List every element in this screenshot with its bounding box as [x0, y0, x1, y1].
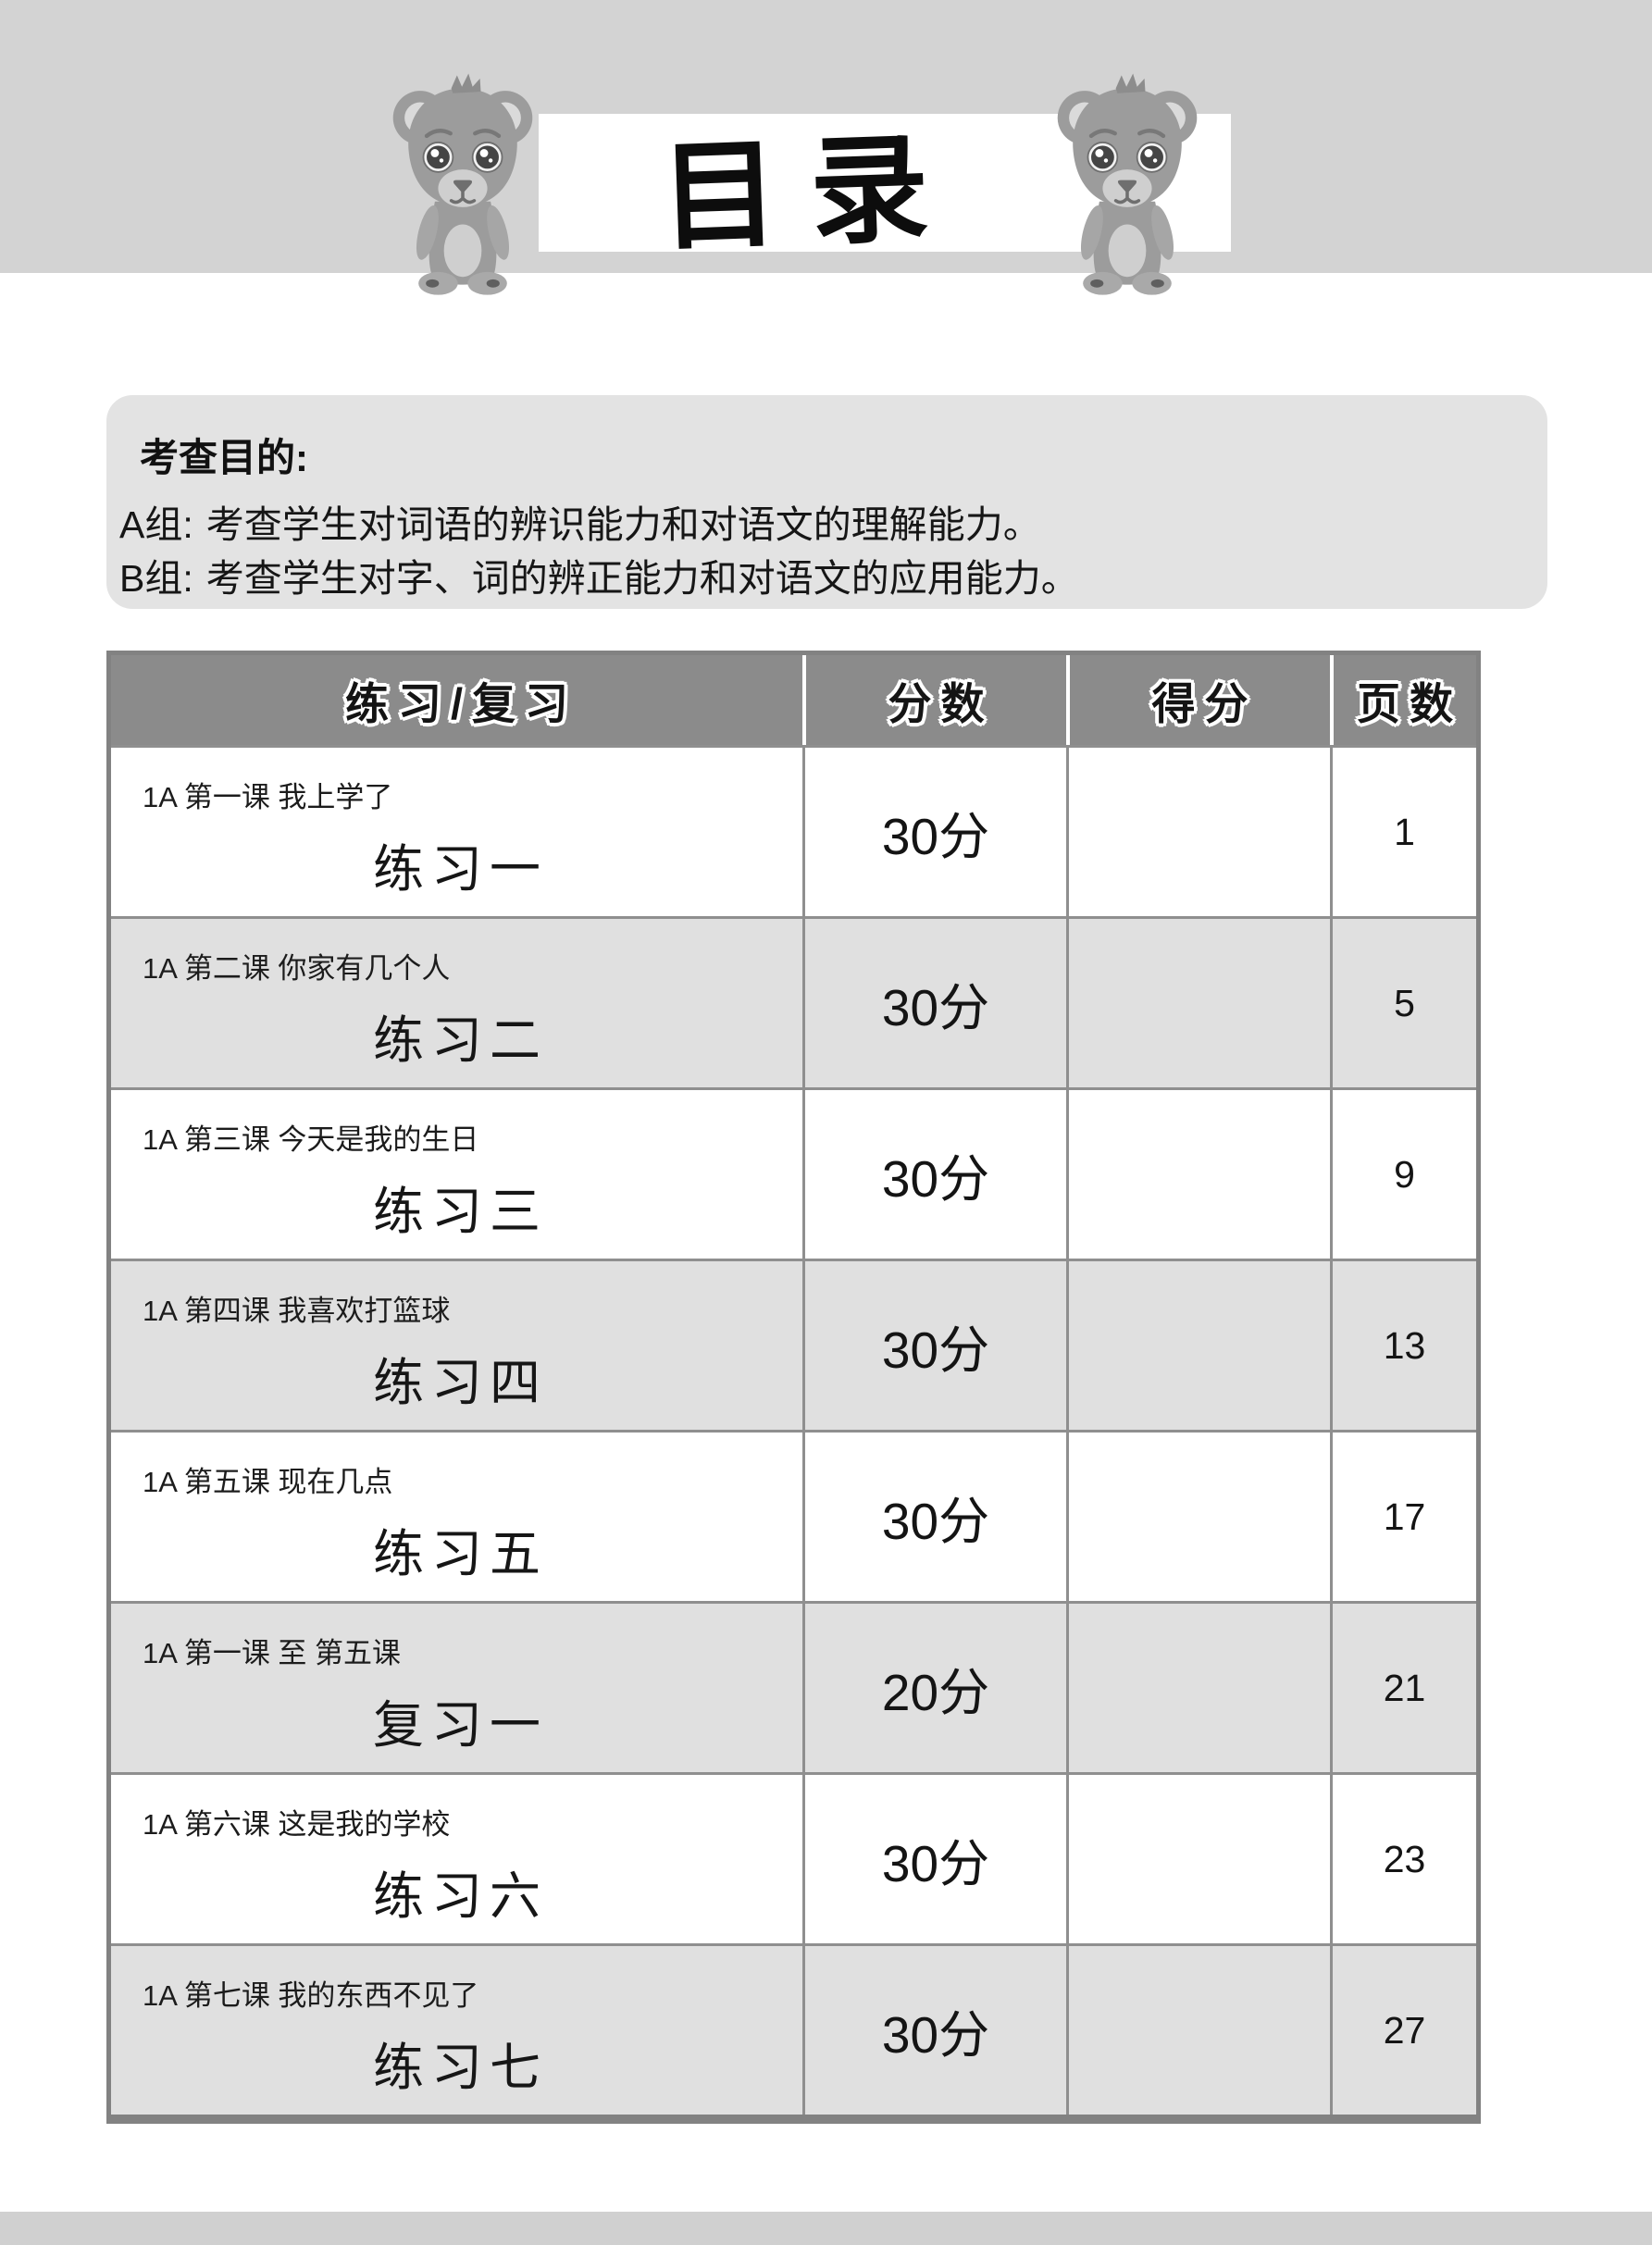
exercise-name: 练习六 [372, 1867, 548, 1925]
page-number-cell: 21 [1330, 1604, 1476, 1772]
lesson-label: 1A 第四课 我喜欢打篮球 [143, 1295, 451, 1327]
lesson-label: 1A 第一课 我上学了 [143, 781, 393, 813]
exercise-cell: 1A 第三课 今天是我的生日 练习三 [111, 1090, 802, 1259]
table-body: 1A 第一课 我上学了 练习一 30分 1 1A 第二课 你家有几个人 练习二 … [111, 745, 1476, 2115]
table-row: 1A 第六课 这是我的学校 练习六 30分 23 [111, 1772, 1476, 1943]
earned-score-cell [1066, 748, 1330, 916]
column-header-score: 分数 [802, 655, 1066, 745]
earned-score-cell [1066, 1775, 1330, 1943]
exercise-cell: 1A 第六课 这是我的学校 练习六 [111, 1775, 802, 1943]
toc-table: 练习/复习 分数 得分 页数 1A 第一课 我上学了 练习一 30分 1 1A … [106, 651, 1481, 2124]
page-number-cell: 27 [1330, 1946, 1476, 2115]
score-cell: 30分 [802, 1946, 1066, 2115]
column-header-exercise: 练习/复习 [344, 679, 578, 728]
lesson-label: 1A 第一课 至 第五课 [143, 1637, 402, 1669]
page-number-cell: 1 [1330, 748, 1476, 916]
earned-score-cell [1066, 1946, 1330, 2115]
lesson-label: 1A 第六课 这是我的学校 [143, 1808, 451, 1841]
table-row: 1A 第五课 现在几点 练习五 30分 17 [111, 1430, 1476, 1601]
page-number-cell: 13 [1330, 1261, 1476, 1430]
page-title: 目录 [657, 118, 963, 267]
column-header-earned: 得分 [1066, 655, 1330, 745]
table-row: 1A 第四课 我喜欢打篮球 练习四 30分 13 [111, 1259, 1476, 1430]
table-row: 1A 第一课 至 第五课 复习一 20分 21 [111, 1601, 1476, 1772]
exercise-name: 练习一 [372, 840, 548, 898]
exercise-name: 复习一 [372, 1696, 548, 1754]
earned-score-cell [1066, 1090, 1330, 1259]
exercise-cell: 1A 第二课 你家有几个人 练习二 [111, 919, 802, 1087]
page-number-cell: 9 [1330, 1090, 1476, 1259]
teddy-bear-illustration-left [392, 73, 533, 295]
score-cell: 30分 [802, 748, 1066, 916]
exercise-cell: 1A 第四课 我喜欢打篮球 练习四 [111, 1261, 802, 1430]
exercise-cell: 1A 第五课 现在几点 练习五 [111, 1433, 802, 1601]
exercise-name: 练习五 [372, 1525, 548, 1582]
purpose-line-a: A组: 考查学生对词语的辨识能力和对语文的理解能力。 [119, 493, 1041, 549]
exercise-name: 练习七 [372, 2039, 548, 2096]
page-number-cell: 17 [1330, 1433, 1476, 1601]
earned-score-cell [1066, 1433, 1330, 1601]
score-cell: 30分 [802, 1090, 1066, 1259]
lesson-label: 1A 第五课 现在几点 [143, 1466, 393, 1498]
table-row: 1A 第三课 今天是我的生日 练习三 30分 9 [111, 1087, 1476, 1259]
exercise-name: 练习三 [372, 1183, 548, 1240]
purpose-text-b: 考查学生对字、词的辨正能力和对语文的应用能力。 [205, 556, 1079, 601]
lesson-label: 1A 第七课 我的东西不见了 [143, 1979, 479, 2012]
score-cell: 30分 [802, 1775, 1066, 1943]
earned-score-cell [1066, 919, 1330, 1087]
exam-purpose-box: 考查目的: A组: 考查学生对词语的辨识能力和对语文的理解能力。 B组: 考查学生对… [106, 395, 1547, 609]
exercise-cell: 1A 第一课 我上学了 练习一 [111, 748, 802, 916]
column-header-page: 页数 [1330, 655, 1476, 745]
lesson-label: 1A 第二课 你家有几个人 [143, 952, 451, 985]
earned-score-cell [1066, 1604, 1330, 1772]
purpose-heading: 考查目的: [140, 436, 308, 479]
purpose-label-a: A组: [119, 503, 193, 546]
earned-score-cell [1066, 1261, 1330, 1430]
exercise-name: 练习四 [372, 1354, 548, 1411]
score-cell: 30分 [802, 1261, 1066, 1430]
purpose-label-b: B组: [119, 557, 193, 600]
exercise-cell: 1A 第一课 至 第五课 复习一 [111, 1604, 802, 1772]
table-row: 1A 第二课 你家有几个人 练习二 30分 5 [111, 916, 1476, 1087]
lesson-label: 1A 第三课 今天是我的生日 [143, 1123, 479, 1156]
exercise-name: 练习二 [372, 1011, 548, 1069]
page-number-cell: 5 [1330, 919, 1476, 1087]
table-row: 1A 第一课 我上学了 练习一 30分 1 [111, 745, 1476, 916]
page-number-cell: 23 [1330, 1775, 1476, 1943]
footer-band [0, 2212, 1652, 2245]
purpose-text-a: 考查学生对词语的辨识能力和对语文的理解能力。 [205, 502, 1041, 547]
teddy-bear-illustration-right [1057, 73, 1198, 295]
purpose-line-b: B组: 考查学生对字、词的辨正能力和对语文的应用能力。 [119, 547, 1079, 602]
score-cell: 30分 [802, 919, 1066, 1087]
table-row: 1A 第七课 我的东西不见了 练习七 30分 27 [111, 1943, 1476, 2115]
score-cell: 30分 [802, 1433, 1066, 1601]
table-header-row: 练习/复习 分数 得分 页数 [111, 655, 1476, 745]
exercise-cell: 1A 第七课 我的东西不见了 练习七 [111, 1946, 802, 2115]
score-cell: 20分 [802, 1604, 1066, 1772]
